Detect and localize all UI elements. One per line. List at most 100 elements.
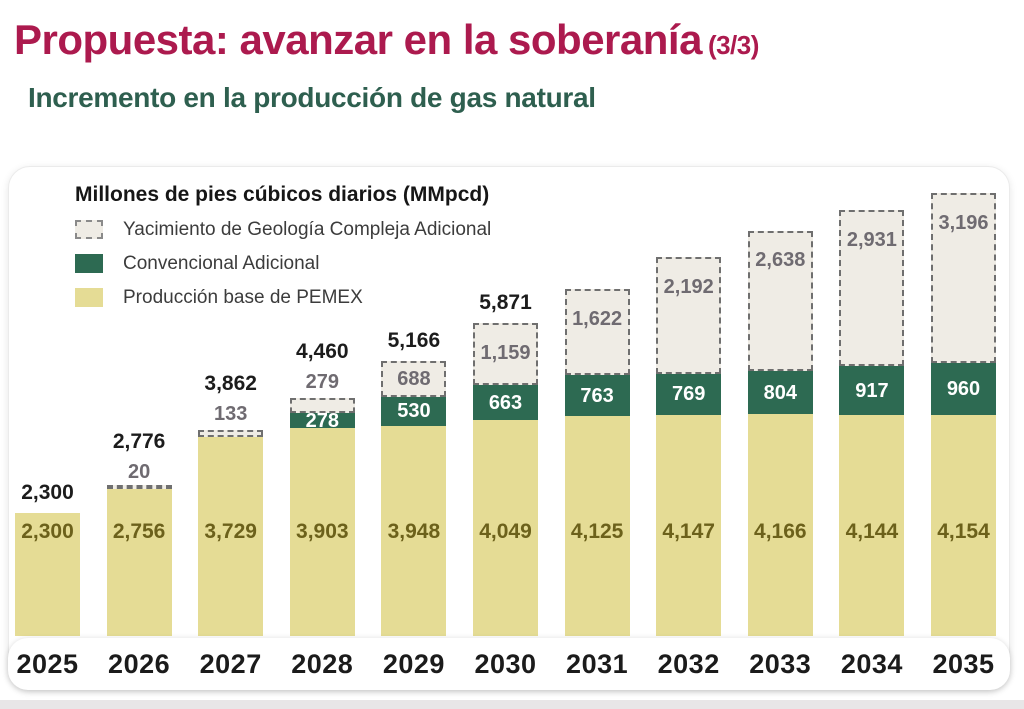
bar-segment-conv (381, 397, 447, 426)
bar-segment-base (747, 413, 813, 636)
bar-segment-geo (381, 360, 447, 398)
legend-item-conv: Convencional Adicional (75, 253, 491, 274)
year-label-2026: 2026 (108, 648, 171, 679)
bar-group-2030: 4,049 663 1,159 5,871 (473, 168, 538, 636)
x-axis: 2025 2026 2027 2028 2029 2030 2031 2032 2033 2034… (8, 638, 1010, 690)
bar-segment-conv (656, 373, 722, 415)
bar-label-total: 5,871 (479, 291, 532, 315)
bar-segment-geo (198, 430, 264, 438)
bar-segment-conv (473, 384, 538, 421)
bar-label-base: 4,147 (662, 520, 715, 543)
bar-label-conv: 960 (946, 378, 981, 400)
bar-label-base: 3,903 (296, 520, 349, 543)
bar-label-base: 4,154 (937, 520, 990, 543)
bar-label-conv: 278 (305, 409, 339, 432)
legend-item-base: Producción base de PEMEX (75, 287, 491, 308)
bar-segment-geo (289, 398, 355, 414)
bar-segment-conv (747, 371, 813, 414)
year-label-2031: 2031 (566, 648, 629, 679)
bar-segment-geo (564, 289, 630, 376)
bar-label-geo: 133 (214, 403, 248, 426)
bottom-edge-strip (0, 700, 1024, 709)
bar-label-conv: 763 (580, 384, 614, 407)
bar-label-conv: 804 (763, 381, 797, 404)
bar-group-2033: 4,166 804 2,638 (747, 168, 813, 636)
bar-segment-base (198, 437, 264, 636)
bar-segment-conv (564, 375, 630, 417)
base-swatch-icon (75, 288, 103, 307)
bar-segment-conv (839, 366, 905, 416)
year-label-2029: 2029 (382, 648, 445, 679)
bar-label-base: 4,166 (754, 520, 807, 543)
year-label-2034: 2034 (840, 648, 903, 679)
bar-label-base: 2,756 (112, 520, 166, 543)
bar-label-base: 2,300 (21, 520, 74, 543)
bar-label-total: 4,460 (296, 340, 349, 364)
page-title-suffix: (3/3) (707, 30, 759, 60)
bar-label-base: 3,948 (387, 520, 441, 543)
bar-label-conv: 769 (672, 383, 706, 406)
bar-label-base: 4,125 (570, 520, 624, 543)
bar-label-conv: 917 (855, 379, 889, 402)
bar-segment-geo (931, 193, 996, 364)
bar-segment-base (15, 513, 80, 636)
bar-segment-base (564, 416, 630, 636)
bar-segment-geo (747, 230, 813, 372)
bar-label-geo: 279 (305, 371, 339, 394)
bar-label-base: 3,729 (204, 520, 257, 543)
bar-segment-base (289, 427, 355, 636)
page-title: Propuesta: avanzar en la soberanía (3/3) (14, 16, 759, 64)
bar-group-2026: 2,756 20 2,776 (106, 168, 172, 636)
bar-segment-geo (839, 210, 905, 367)
chart-legend: Millones de pies cúbicos diarios (MMpcd)… (75, 183, 491, 321)
bar-label-conv: 530 (397, 400, 431, 423)
conv-swatch-icon (75, 254, 103, 273)
bar-segment-conv (931, 363, 996, 415)
legend-item-label: Producción base de PEMEX (123, 286, 363, 308)
bar-label-geo: 2,192 (663, 276, 714, 299)
bar-group-2031: 4,125 763 1,622 (564, 168, 630, 636)
bar-label-total: 2,300 (21, 481, 74, 505)
bar-label-total: 5,166 (387, 328, 441, 352)
bar-label-base: 4,049 (479, 520, 532, 543)
bar-label-geo: 1,159 (480, 342, 531, 365)
bar-segment-base (473, 420, 538, 636)
page-title-text: Propuesta: avanzar en la soberanía (14, 16, 702, 63)
year-label-2032: 2032 (657, 648, 720, 679)
bar-label-total: 2,776 (112, 430, 166, 454)
bar-segment-conv (289, 413, 355, 428)
bar-label-geo: 688 (397, 367, 431, 390)
bar-label-geo: 1,622 (572, 308, 623, 331)
bar-group-2027: 3,729 133 3,862 (198, 168, 264, 636)
bar-group-2034: 4,144 917 2,931 (839, 168, 905, 636)
bar-label-geo: 2,638 (755, 249, 806, 272)
bar-segment-base (839, 415, 905, 636)
legend-item-geo: Yacimiento de Geología Compleja Adiciona… (75, 219, 491, 240)
bar-label-base: 4,144 (845, 520, 899, 543)
bar-group-2035: 4,154 960 3,196 (931, 168, 996, 636)
bar-label-geo: 2,931 (846, 229, 897, 252)
year-label-2030: 2030 (474, 648, 537, 679)
bar-label-geo: 20 (127, 461, 151, 484)
bar-segment-base (106, 489, 172, 636)
bar-group-2028: 3,903 278 279 4,460 (289, 168, 355, 636)
legend-item-label: Convencional Adicional (123, 252, 320, 274)
bar-segment-geo (473, 323, 538, 385)
year-label-2033: 2033 (749, 648, 812, 679)
bar-segment-base (931, 414, 996, 636)
legend-title: Millones de pies cúbicos diarios (MMpcd) (75, 183, 490, 206)
year-label-2035: 2035 (932, 648, 995, 679)
year-label-2028: 2028 (291, 648, 354, 679)
bar-group-2029: 3,948 530 688 5,166 (381, 168, 447, 636)
year-label-2025: 2025 (16, 648, 79, 679)
bar-segment-base (381, 425, 447, 636)
bar-segment-geo (106, 485, 172, 490)
bar-label-conv: 663 (488, 391, 523, 414)
geo-swatch-icon (75, 220, 103, 239)
plot-area: 2,300 2,300 2,756 20 2,776 3,729 133 3,862 3,903… (0, 168, 1024, 636)
bar-group-2032: 4,147 769 2,192 (656, 168, 722, 636)
legend-item-label: Yacimiento de Geología Compleja Adiciona… (123, 218, 492, 240)
bar-label-geo: 3,196 (938, 212, 989, 235)
bar-label-total: 3,862 (204, 372, 257, 396)
page-subtitle: Incremento en la producción de gas natur… (28, 82, 596, 113)
